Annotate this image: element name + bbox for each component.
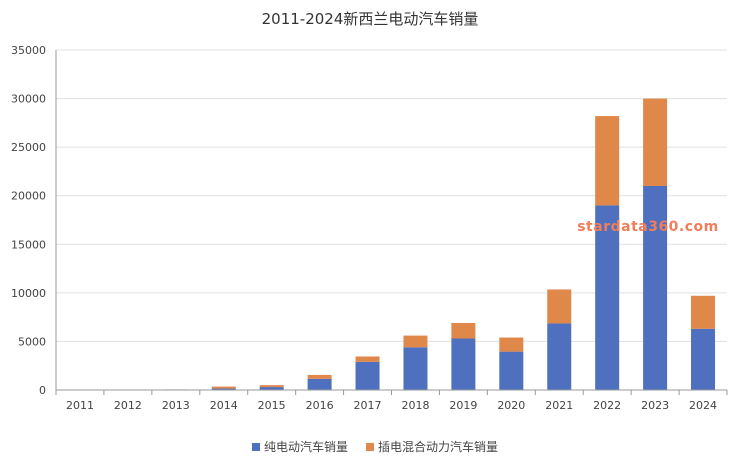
bar-bev-2016[interactable] — [307, 378, 332, 390]
x-tick-label: 2014 — [210, 399, 238, 412]
x-tick-label: 2023 — [641, 399, 669, 412]
legend-swatch — [366, 443, 374, 451]
x-tick-label: 2017 — [354, 399, 382, 412]
bar-bev-2023[interactable] — [643, 186, 668, 390]
x-tick-label: 2013 — [162, 399, 190, 412]
bar-phev-2021[interactable] — [547, 289, 572, 324]
bar-bev-2014[interactable] — [211, 388, 236, 390]
legend-item[interactable]: 纯电动汽车销量 — [264, 439, 348, 454]
bar-bev-2015[interactable] — [259, 387, 284, 390]
bars — [67, 98, 716, 391]
x-tick-label: 2020 — [497, 399, 525, 412]
x-tick-label: 2015 — [258, 399, 286, 412]
y-tick-label: 25000 — [11, 141, 46, 154]
y-tick-label: 5000 — [18, 335, 46, 348]
y-tick-label: 0 — [39, 384, 46, 397]
x-tick-label: 2012 — [114, 399, 142, 412]
x-tick-label: 2016 — [306, 399, 334, 412]
y-tick-label: 15000 — [11, 238, 46, 251]
bar-bev-2021[interactable] — [547, 323, 572, 390]
x-tick-label: 2018 — [401, 399, 429, 412]
y-tick-label: 10000 — [11, 287, 46, 300]
bar-bev-2022[interactable] — [595, 205, 620, 390]
x-tick-label: 2024 — [689, 399, 717, 412]
bar-bev-2019[interactable] — [451, 338, 476, 390]
bar-bev-2018[interactable] — [403, 347, 428, 390]
axes: 0 5000 10000 15000 20000 25000 30000 35000 2011 2… — [11, 44, 728, 412]
x-tick-label: 2022 — [593, 399, 621, 412]
bar-phev-2023[interactable] — [643, 98, 668, 186]
bar-phev-2014[interactable] — [211, 386, 236, 389]
bar-phev-2016[interactable] — [307, 374, 332, 379]
bar-phev-2020[interactable] — [499, 337, 524, 352]
y-tick-label: 20000 — [11, 190, 46, 203]
bar-phev-2017[interactable] — [355, 356, 380, 362]
grid — [56, 49, 727, 342]
chart-title: 2011-2024新西兰电动汽车销量 — [262, 10, 479, 28]
bar-bev-2020[interactable] — [499, 351, 524, 390]
x-tick-label: 2019 — [449, 399, 477, 412]
bar-phev-2024[interactable] — [691, 295, 716, 329]
bar-phev-2015[interactable] — [259, 385, 284, 388]
bar-phev-2018[interactable] — [403, 335, 428, 348]
bar-bev-2017[interactable] — [355, 361, 380, 390]
bar-bev-2024[interactable] — [691, 328, 716, 390]
legend-swatch — [252, 443, 260, 451]
y-tick-label: 35000 — [11, 44, 46, 57]
legend-item[interactable]: 插电混合动力汽车销量 — [378, 439, 498, 454]
x-tick-label: 2011 — [66, 399, 94, 412]
x-tick-label: 2021 — [545, 399, 573, 412]
watermark: stardata360.com — [577, 219, 719, 235]
bar-phev-2019[interactable] — [451, 322, 476, 339]
legend[interactable]: 纯电动汽车销量 插电混合动力汽车销量 — [252, 439, 498, 454]
bar-phev-2022[interactable] — [595, 116, 620, 206]
y-tick-label: 30000 — [11, 93, 46, 106]
